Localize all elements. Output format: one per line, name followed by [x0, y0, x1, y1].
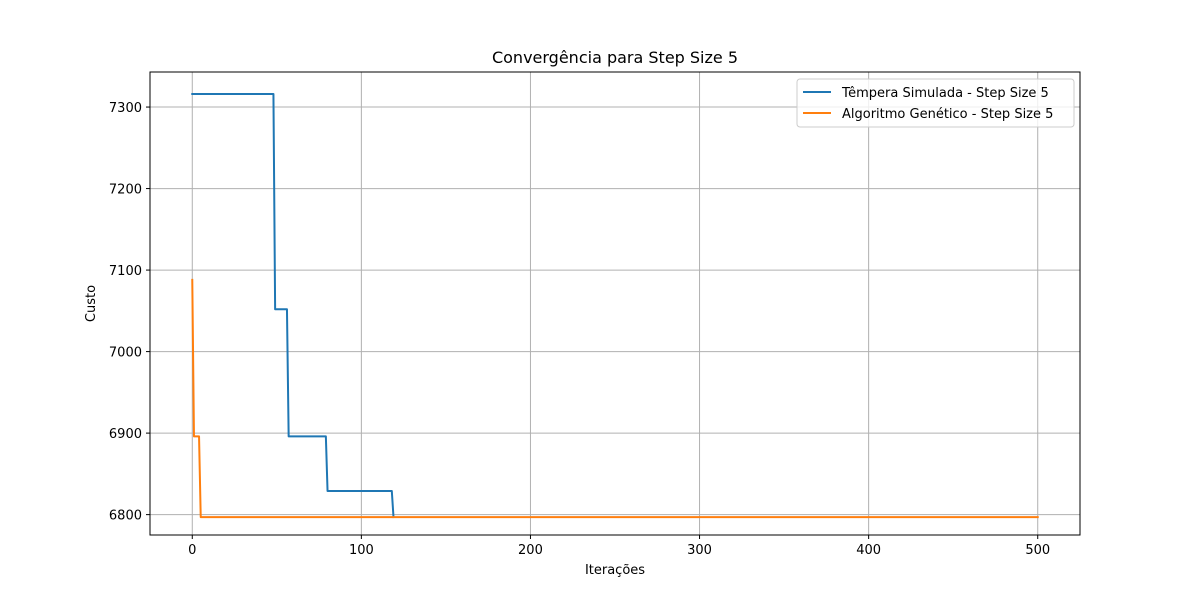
x-tick-label: 0 [188, 543, 196, 558]
y-axis-label: Custo [84, 285, 99, 322]
series-line-1 [191, 278, 1039, 519]
y-tick-label: 6800 [109, 509, 142, 524]
x-tick-label: 200 [518, 543, 543, 558]
y-tick-label: 7100 [109, 264, 142, 279]
series-line-0 [191, 93, 395, 519]
series-lines [191, 93, 1039, 519]
plot-frame [149, 71, 1081, 536]
y-tick-label: 7000 [109, 346, 142, 361]
x-axis-label: Iterações [585, 563, 645, 578]
x-tick-label: 400 [856, 543, 881, 558]
y-tick-label: 7200 [109, 183, 142, 198]
legend-box [796, 78, 1075, 128]
grid [150, 72, 1080, 535]
x-tick-label: 300 [687, 543, 712, 558]
legend: Têmpera Simulada - Step Size 5 Algoritmo… [796, 78, 1075, 128]
x-tick-label: 500 [1025, 543, 1050, 558]
x-tick-label: 100 [349, 543, 374, 558]
legend-label-algoritmo-genetico: Algoritmo Genético - Step Size 5 [842, 107, 1053, 122]
axis-ticks: 0 100 200 300 400 500 6800 6900 7000 7100 7200 7300 [109, 101, 1050, 558]
chart-title: Convergência para Step Size 5 [492, 48, 738, 67]
y-tick-label: 6900 [109, 427, 142, 442]
y-tick-label: 7300 [109, 101, 142, 116]
legend-label-tempera-simulada: Têmpera Simulada - Step Size 5 [841, 86, 1049, 101]
